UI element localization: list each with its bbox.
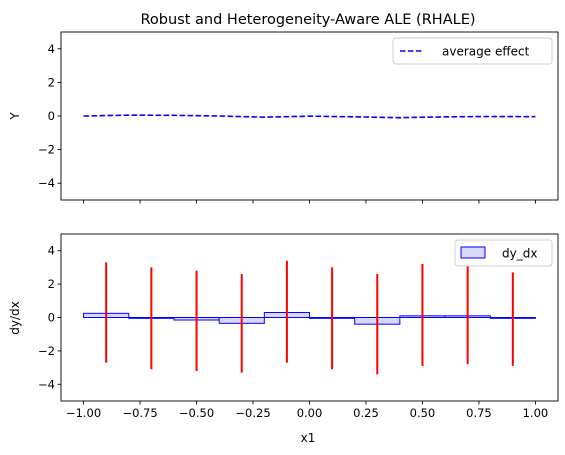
top-y-ticks: 4 2 0 −2 −4 — [38, 42, 61, 190]
bottom-y-axis-label: dy/dx — [8, 301, 22, 334]
average-effect-legend-label: average effect — [442, 45, 530, 59]
bottom-axes: 4 2 0 −2 −4 −1.00 −0.75 −0.50 −0.25 0.00 0.25 0.50… — [8, 233, 559, 445]
bottom-y-tick-label: −2 — [38, 344, 55, 358]
bottom-y-tick-label: −4 — [38, 377, 55, 391]
top-legend-box — [392, 37, 553, 65]
bottom-y-ticks: 4 2 0 −2 −4 — [38, 244, 61, 391]
bottom-x-tick-label: −0.50 — [179, 406, 214, 420]
top-y-tick-label: −4 — [38, 176, 55, 190]
top-x-ticks — [83, 200, 536, 204]
bottom-x-tick-label: 1.00 — [523, 406, 549, 420]
average-effect-line — [83, 114, 536, 119]
bottom-x-tick-label: −1.00 — [66, 406, 101, 420]
top-y-tick-label: 4 — [48, 42, 55, 56]
bottom-y-tick-label: 4 — [48, 244, 55, 258]
bottom-y-tick-label: 2 — [48, 277, 55, 291]
bottom-x-tick-label: 0.50 — [410, 406, 436, 420]
top-y-tick-label: 2 — [48, 75, 55, 89]
top-legend: average effect — [392, 37, 553, 65]
bottom-x-tick-label: −0.75 — [122, 406, 157, 420]
bottom-x-tick-label: 0.00 — [297, 406, 323, 420]
x-axis-label: x1 — [301, 431, 316, 445]
top-y-tick-label: 0 — [48, 109, 55, 123]
error-bars — [105, 260, 514, 375]
chart-title: Robust and Heterogeneity-Aware ALE (RHAL… — [140, 12, 475, 28]
bottom-x-tick-label: −0.25 — [235, 406, 270, 420]
bottom-x-tick-label: 0.25 — [353, 406, 379, 420]
bottom-x-tick-label: 0.75 — [466, 406, 492, 420]
dy-dx-legend-swatch — [460, 246, 486, 259]
bottom-legend: dy_dx — [454, 239, 553, 267]
top-y-tick-label: −2 — [38, 143, 55, 157]
dy-dx-legend-label: dy_dx — [502, 247, 537, 261]
bottom-y-tick-label: 0 — [48, 311, 55, 325]
bottom-x-ticks: −1.00 −0.75 −0.50 −0.25 0.00 0.25 0.50 0.75 1.00 — [66, 401, 548, 420]
top-y-axis-label: Y — [8, 112, 22, 121]
top-axes: 4 2 0 −2 −4 Y average effect — [8, 31, 559, 204]
